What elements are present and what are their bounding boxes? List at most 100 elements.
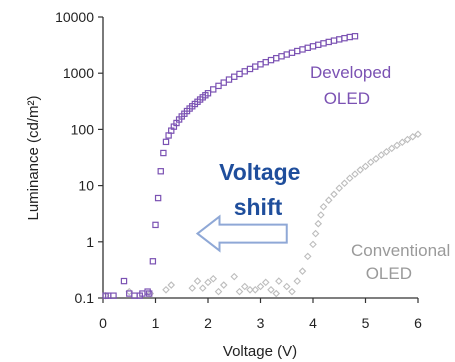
conventional-point — [324, 196, 333, 204]
shift-arrow-shape — [195, 214, 288, 253]
voltage-shift-label-line-1: Voltage — [219, 159, 300, 185]
conventional-point — [282, 282, 291, 291]
developed-point — [283, 51, 290, 58]
y-axis-title: Luminance (cd/m²) — [25, 95, 42, 220]
developed-point — [120, 277, 128, 285]
developed-point — [236, 70, 243, 78]
developed-point — [267, 56, 275, 64]
conventional-point — [345, 174, 354, 183]
conventional-point — [311, 229, 320, 238]
developed-point — [146, 290, 153, 297]
developed-point — [294, 47, 301, 55]
conventional-point — [167, 281, 176, 289]
developed-oled-label: Developed OLED — [310, 63, 396, 108]
conventional-oled-label-line-1: Conventional — [351, 241, 450, 260]
developed-point — [278, 53, 285, 60]
developed-point — [110, 292, 117, 299]
conventional-point — [230, 272, 239, 281]
developed-point — [346, 33, 353, 41]
y-tick-label: 100 — [71, 121, 95, 137]
conventional-point — [317, 211, 325, 219]
conventional-point — [309, 240, 317, 249]
conventional-point — [293, 277, 302, 285]
developed-oled-series — [102, 33, 359, 299]
conventional-point — [340, 179, 349, 188]
y-tick-label: 1000 — [63, 65, 94, 81]
developed-point — [351, 33, 359, 40]
developed-point — [299, 46, 306, 53]
conventional-point — [240, 282, 249, 291]
conventional-point — [414, 130, 422, 139]
developed-point — [157, 168, 164, 175]
developed-point — [210, 86, 217, 93]
conventional-point — [408, 132, 417, 141]
developed-point — [162, 138, 170, 146]
conventional-point — [351, 170, 359, 178]
developed-oled-label-line-1: Developed — [310, 63, 391, 82]
developed-oled-label-line-2: OLED — [324, 89, 370, 108]
developed-point — [330, 37, 338, 44]
voltage-shift-label: Voltage shift — [219, 159, 307, 220]
conventional-point — [330, 190, 338, 199]
developed-point — [341, 34, 348, 42]
conventional-point — [219, 281, 228, 289]
conventional-point — [267, 286, 275, 294]
conventional-oled-series — [101, 130, 422, 300]
developed-point — [262, 58, 269, 66]
y-tick-label: 10000 — [55, 9, 94, 25]
developed-point — [149, 258, 157, 265]
conventional-oled-label: Conventional OLED — [351, 241, 455, 283]
developed-point — [309, 43, 317, 50]
developed-point — [231, 73, 238, 80]
y-tick-label: 1 — [86, 234, 94, 250]
conventional-point — [366, 158, 375, 167]
conventional-point — [398, 138, 407, 147]
developed-point — [257, 61, 264, 68]
conventional-point — [251, 286, 260, 294]
conventional-point — [246, 286, 254, 294]
conventional-point — [193, 277, 202, 285]
conventional-point — [275, 277, 283, 285]
developed-point — [154, 194, 162, 202]
developed-point — [315, 41, 322, 49]
developed-point — [246, 65, 254, 73]
conventional-point — [162, 286, 170, 294]
x-axis-title: Voltage (V) — [223, 343, 297, 360]
developed-point — [241, 68, 248, 75]
ticks: 0 1 2 3 4 5 6 0.1 1 10 100 1000 10000 — [55, 9, 422, 331]
conventional-point — [198, 284, 207, 292]
developed-point — [325, 38, 332, 46]
developed-point — [336, 36, 343, 43]
conventional-point — [387, 144, 396, 153]
conventional-point — [356, 166, 365, 174]
developed-point — [288, 49, 296, 56]
conventional-point — [314, 219, 323, 228]
conventional-point — [393, 141, 401, 150]
x-tick-label: 4 — [309, 315, 317, 331]
y-tick-label: 0.1 — [75, 290, 95, 306]
conventional-point — [319, 202, 328, 211]
conventional-oled-label-line-2: OLED — [366, 264, 412, 283]
developed-point — [273, 54, 280, 62]
conventional-point — [261, 278, 270, 287]
conventional-point — [209, 274, 218, 283]
x-tick-label: 2 — [204, 315, 212, 331]
developed-point — [220, 79, 227, 86]
voltage-shift-label-line-2: shift — [234, 194, 283, 220]
conventional-point — [372, 155, 380, 163]
x-tick-label: 1 — [152, 315, 160, 331]
x-tick-label: 3 — [257, 315, 265, 331]
conventional-point — [303, 252, 312, 261]
developed-point — [204, 90, 212, 97]
conventional-point — [403, 135, 412, 144]
x-tick-label: 6 — [414, 315, 422, 331]
x-tick-label: 0 — [99, 315, 107, 331]
developed-point — [144, 288, 151, 295]
conventional-point — [214, 287, 223, 296]
developed-point — [304, 44, 311, 52]
conventional-point — [382, 147, 391, 156]
developed-point — [215, 82, 222, 90]
conventional-point — [288, 287, 296, 296]
developed-point — [320, 40, 327, 47]
